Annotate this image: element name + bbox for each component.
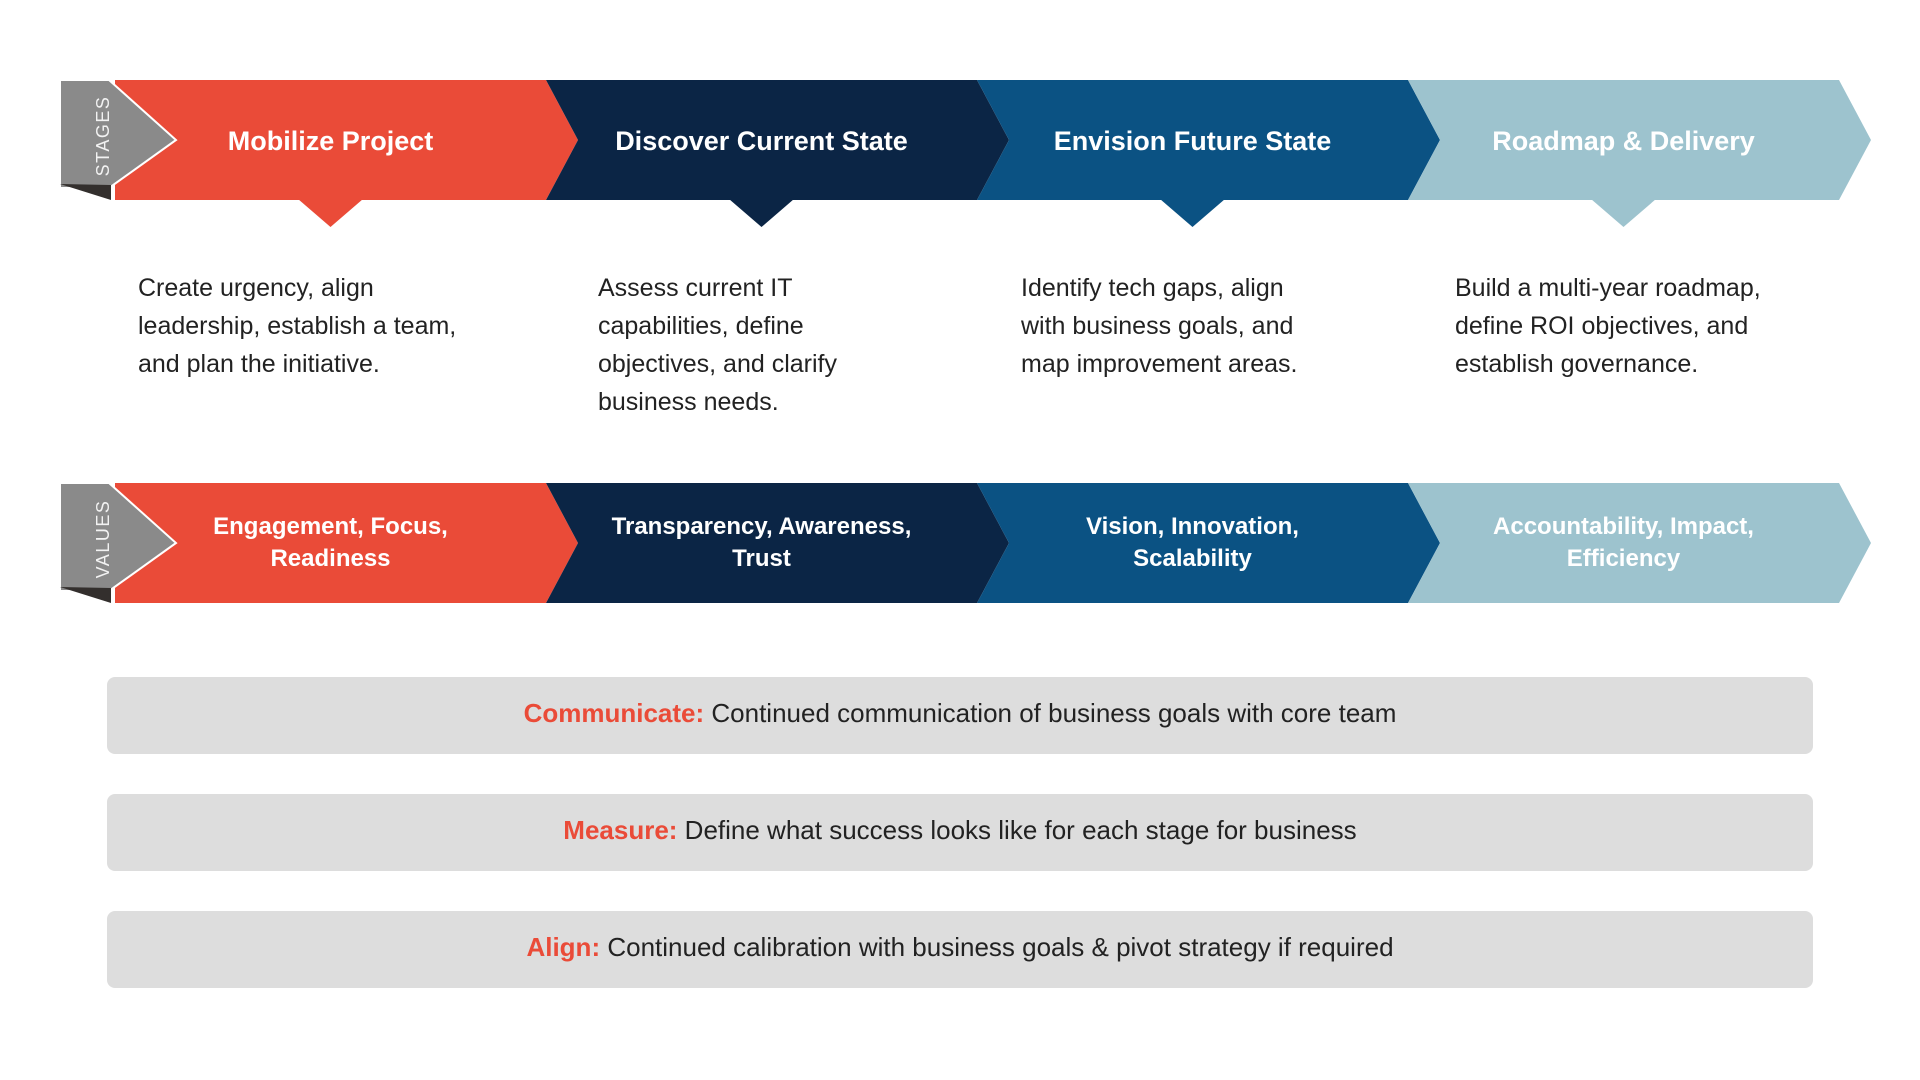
svg-text:Mobilize Project: Mobilize Project — [228, 126, 434, 156]
svg-text:establish governance.: establish governance. — [1455, 350, 1698, 378]
svg-text:Efficiency: Efficiency — [1567, 545, 1681, 572]
svg-text:define ROI objectives, and: define ROI objectives, and — [1455, 312, 1748, 340]
svg-text:Measure: Define what success l: Measure: Define what success looks like … — [563, 815, 1356, 845]
svg-text:map improvement areas.: map improvement areas. — [1021, 350, 1298, 378]
svg-text:VALUES: VALUES — [93, 500, 113, 579]
svg-text:STAGES: STAGES — [93, 96, 113, 177]
svg-text:Communicate: Continued communi: Communicate: Continued communication of … — [524, 698, 1397, 728]
svg-text:and plan the initiative.: and plan the initiative. — [138, 350, 380, 378]
svg-text:Transparency, Awareness,: Transparency, Awareness, — [612, 513, 912, 540]
svg-text:Identify tech gaps, align: Identify tech gaps, align — [1021, 274, 1284, 302]
svg-text:Engagement, Focus,: Engagement, Focus, — [213, 513, 448, 540]
svg-text:Trust: Trust — [732, 545, 791, 572]
svg-text:Align: Continued calibration w: Align: Continued calibration with busine… — [526, 932, 1393, 962]
svg-text:objectives, and clarify: objectives, and clarify — [598, 350, 838, 378]
svg-text:capabilities, define: capabilities, define — [598, 312, 804, 340]
svg-text:Build a multi-year roadmap,: Build a multi-year roadmap, — [1455, 274, 1761, 302]
svg-text:business needs.: business needs. — [598, 388, 779, 416]
svg-text:leadership, establish a team,: leadership, establish a team, — [138, 312, 456, 340]
svg-text:with business goals, and: with business goals, and — [1020, 312, 1293, 340]
svg-text:Envision Future State: Envision Future State — [1054, 126, 1332, 156]
svg-text:Create urgency, align: Create urgency, align — [138, 274, 374, 302]
svg-text:Discover Current State: Discover Current State — [615, 126, 908, 156]
svg-text:Roadmap & Delivery: Roadmap & Delivery — [1492, 126, 1755, 156]
svg-text:Readiness: Readiness — [270, 545, 390, 572]
svg-text:Scalability: Scalability — [1133, 545, 1252, 572]
svg-text:Vision, Innovation,: Vision, Innovation, — [1086, 513, 1299, 540]
svg-text:Assess current IT: Assess current IT — [598, 274, 793, 302]
svg-text:Accountability, Impact,: Accountability, Impact, — [1493, 513, 1754, 540]
